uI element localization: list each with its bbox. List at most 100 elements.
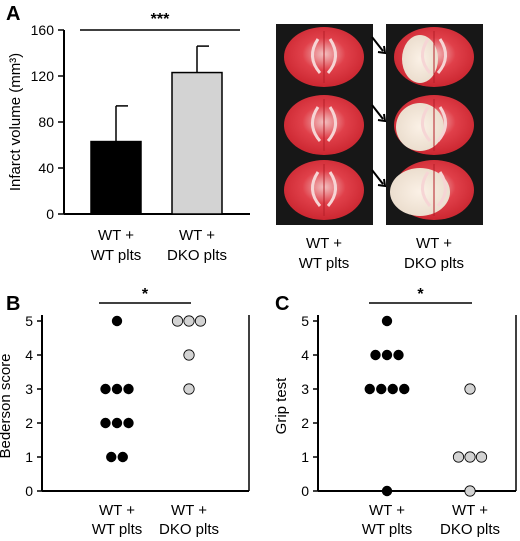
y-tick-label: 3 bbox=[25, 381, 33, 397]
data-point bbox=[117, 451, 128, 463]
data-point bbox=[123, 383, 134, 395]
ventricle-left bbox=[311, 171, 322, 207]
panel-label-a: A bbox=[6, 3, 20, 25]
ventricle-right bbox=[436, 171, 447, 207]
arrow-icon bbox=[371, 36, 387, 55]
image-label-dko: WT + bbox=[416, 235, 452, 252]
ventricle-right bbox=[326, 171, 337, 207]
data-point bbox=[452, 451, 465, 463]
arrow-icon bbox=[371, 104, 387, 123]
x-tick-label: WT + bbox=[179, 227, 215, 244]
significance-label: * bbox=[417, 286, 424, 303]
brain-section bbox=[284, 160, 364, 220]
arrow-head bbox=[377, 45, 387, 55]
significance-label: * bbox=[142, 286, 149, 303]
ventricle-left bbox=[421, 171, 432, 207]
arrow-shaft bbox=[371, 169, 384, 185]
data-point bbox=[111, 315, 123, 327]
y-tick-label: 0 bbox=[301, 483, 309, 499]
infarct-area bbox=[396, 103, 444, 151]
image-label-wt: WT plts bbox=[299, 255, 350, 272]
infarct-area bbox=[390, 168, 450, 216]
data-point bbox=[364, 383, 375, 395]
brain-sections-image: WT + WT plts WT + DKO plts bbox=[276, 24, 483, 272]
y-axis-label: Grip test bbox=[273, 377, 290, 435]
panel-label-b: B bbox=[6, 293, 20, 315]
data-point bbox=[111, 383, 123, 395]
data-point bbox=[100, 417, 111, 429]
y-tick-label: 2 bbox=[301, 415, 309, 431]
x-tick-label: WT + bbox=[369, 502, 405, 519]
y-tick-label: 2 bbox=[25, 415, 33, 431]
x-tick-label: WT + bbox=[98, 227, 134, 244]
data-point bbox=[381, 315, 393, 327]
brain-section bbox=[394, 27, 474, 87]
data-point bbox=[464, 485, 476, 497]
panel-label-c: C bbox=[275, 293, 289, 315]
dot-plot-grip-test: 0 1 2 3 4 5 Grip test WT + WT plts WT + DKO plts * bbox=[273, 286, 517, 538]
y-axis-label: Infarct volume (mm³) bbox=[7, 53, 24, 191]
data-point bbox=[376, 383, 387, 395]
data-point bbox=[111, 417, 123, 429]
arrow-shaft bbox=[371, 36, 384, 52]
bar bbox=[171, 71, 223, 215]
data-point bbox=[393, 349, 404, 361]
bar-chart-infarct-volume: 0 40 80 120 160 Infarct volume (mm³) WT + WT pl… bbox=[7, 11, 250, 264]
y-tick-label: 3 bbox=[301, 381, 309, 397]
x-tick-label: WT + bbox=[171, 502, 207, 519]
arrow-shaft bbox=[371, 104, 384, 120]
bar bbox=[90, 140, 142, 215]
x-tick-label: DKO plts bbox=[167, 247, 227, 264]
y-tick-label: 40 bbox=[38, 160, 54, 176]
y-tick-label: 0 bbox=[25, 483, 33, 499]
x-tick-label: WT + bbox=[452, 502, 488, 519]
ventricle-right bbox=[326, 106, 337, 142]
data-point bbox=[183, 383, 195, 395]
y-tick-label: 0 bbox=[46, 206, 54, 222]
data-point bbox=[194, 315, 207, 327]
arrow-head bbox=[377, 178, 387, 188]
data-point bbox=[171, 315, 184, 327]
ventricle-left bbox=[311, 38, 322, 74]
y-tick-label: 5 bbox=[301, 313, 309, 329]
data-point bbox=[464, 383, 476, 395]
ventricle-right bbox=[436, 38, 447, 74]
y-tick-label: 1 bbox=[25, 449, 33, 465]
y-tick-label: 5 bbox=[25, 313, 33, 329]
image-label-wt: WT + bbox=[306, 235, 342, 252]
x-tick-label: WT plts bbox=[362, 521, 413, 538]
brain-section bbox=[390, 160, 474, 220]
data-point bbox=[123, 417, 134, 429]
ventricle-left bbox=[421, 106, 432, 142]
data-point bbox=[100, 383, 111, 395]
y-axis-label: Bederson score bbox=[0, 353, 14, 458]
y-tick-label: 4 bbox=[25, 347, 33, 363]
x-tick-label: WT plts bbox=[92, 521, 143, 538]
data-point bbox=[183, 349, 195, 361]
brain-section bbox=[284, 27, 364, 87]
data-point bbox=[464, 451, 476, 463]
y-tick-label: 160 bbox=[31, 22, 55, 38]
data-point bbox=[399, 383, 410, 395]
y-tick-label: 4 bbox=[301, 347, 309, 363]
brain-section bbox=[284, 95, 364, 155]
data-point bbox=[475, 451, 488, 463]
x-tick-label: WT + bbox=[99, 502, 135, 519]
y-tick-label: 1 bbox=[301, 449, 309, 465]
data-point bbox=[370, 349, 381, 361]
ventricle-left bbox=[421, 38, 432, 74]
x-tick-label: WT plts bbox=[91, 247, 142, 264]
y-tick-label: 120 bbox=[31, 68, 55, 84]
arrow-head bbox=[377, 113, 387, 123]
data-point bbox=[183, 315, 195, 327]
significance-label: *** bbox=[151, 11, 170, 28]
image-label-dko: DKO plts bbox=[404, 255, 464, 272]
arrow-icon bbox=[371, 169, 387, 188]
brain-section bbox=[394, 95, 474, 155]
dot-plot-bederson-score: 0 1 2 3 4 5 Bederson score WT + WT plts WT + DKO p… bbox=[0, 286, 250, 538]
data-point bbox=[387, 383, 398, 395]
data-point bbox=[381, 349, 393, 361]
ventricle-right bbox=[326, 38, 337, 74]
ventricle-right bbox=[436, 106, 447, 142]
ventricle-left bbox=[311, 106, 322, 142]
